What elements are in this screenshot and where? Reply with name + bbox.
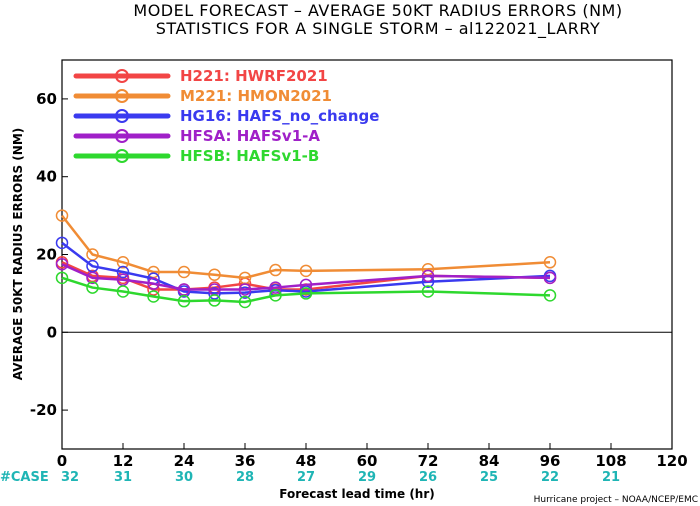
legend-label: H221: HWRF2021 bbox=[180, 67, 328, 85]
legend-marker bbox=[115, 89, 129, 103]
case-count: 25 bbox=[480, 470, 498, 485]
data-point bbox=[86, 281, 99, 294]
legend-item: H221: HWRF2021 bbox=[73, 67, 328, 85]
series-line bbox=[61, 241, 551, 295]
data-point bbox=[55, 271, 69, 285]
data-point bbox=[543, 271, 557, 285]
data-point bbox=[55, 209, 69, 222]
x-tick-label: 12 bbox=[113, 452, 134, 470]
y-tick-label: 20 bbox=[36, 246, 57, 264]
data-point bbox=[208, 268, 221, 281]
legend-item: HFSA: HAFSv1-A bbox=[73, 127, 320, 145]
data-point bbox=[543, 256, 557, 269]
x-tick-label: 36 bbox=[235, 452, 256, 470]
legend-label: M221: HMON2021 bbox=[180, 87, 332, 105]
x-axis-label: Forecast lead time (hr) bbox=[279, 487, 435, 501]
series-3 bbox=[55, 257, 557, 296]
y-axis-label: AVERAGE 50KT RADIUS ERRORS (NM) bbox=[11, 128, 25, 380]
legend: H221: HWRF2021 M221: HMON2021 HG16: HAFS_n… bbox=[73, 67, 379, 165]
x-tick-label: 120 bbox=[656, 452, 687, 470]
x-tick-label: 72 bbox=[418, 452, 439, 470]
data-point bbox=[543, 289, 557, 302]
series-1 bbox=[55, 209, 557, 285]
case-count: 30 bbox=[175, 470, 193, 485]
data-point bbox=[147, 290, 160, 303]
data-point bbox=[55, 236, 69, 250]
data-point bbox=[147, 277, 160, 290]
x-tick-label: 60 bbox=[357, 452, 378, 470]
y-tick-label: -20 bbox=[30, 401, 57, 419]
x-tick-label: 108 bbox=[595, 452, 626, 470]
case-count: 28 bbox=[236, 470, 254, 485]
data-point bbox=[86, 271, 99, 285]
data-point bbox=[116, 256, 130, 269]
credit: Hurricane project – NOAA/NCEP/EMC bbox=[534, 495, 698, 505]
series-line bbox=[61, 214, 551, 280]
data-point bbox=[299, 287, 313, 300]
data-point bbox=[177, 294, 191, 308]
case-count: 31 bbox=[114, 470, 132, 485]
legend-label: HFSA: HAFSv1-A bbox=[180, 127, 320, 145]
x-ticks: 0 12 24 36 48 60 72 84 96 108 120 bbox=[57, 443, 688, 470]
data-point bbox=[421, 269, 435, 283]
legend-label: HG16: HAFS_no_change bbox=[180, 107, 379, 125]
data-point bbox=[116, 265, 130, 279]
y-tick-label: 60 bbox=[36, 90, 57, 108]
y-ticks: -20 0 20 40 60 bbox=[30, 90, 68, 419]
data-point bbox=[208, 287, 221, 300]
legend-marker bbox=[115, 149, 129, 163]
case-counts: 32 31 30 28 27 29 26 25 22 21 bbox=[61, 470, 620, 485]
data-point bbox=[238, 295, 252, 309]
case-count: 29 bbox=[358, 470, 376, 485]
data-point bbox=[269, 289, 282, 302]
case-label: #CASE bbox=[0, 470, 49, 485]
legend-item: M221: HMON2021 bbox=[73, 87, 332, 105]
x-tick-label: 48 bbox=[296, 452, 317, 470]
data-point bbox=[238, 286, 252, 299]
y-tick-label: 40 bbox=[36, 168, 57, 186]
series-line bbox=[61, 263, 551, 291]
x-tick-label: 96 bbox=[540, 452, 561, 470]
data-point bbox=[269, 281, 282, 294]
legend-marker bbox=[115, 129, 129, 143]
chart-subtitle: STATISTICS FOR A SINGLE STORM – al122021… bbox=[156, 19, 600, 39]
legend-marker bbox=[115, 69, 129, 83]
legend-label: HFSB: HAFSv1-B bbox=[180, 147, 319, 165]
data-point bbox=[177, 265, 191, 279]
data-point bbox=[116, 285, 130, 298]
legend-item: HG16: HAFS_no_change bbox=[73, 107, 379, 125]
data-point bbox=[299, 264, 313, 278]
chart-title: MODEL FORECAST – AVERAGE 50KT RADIUS ERR… bbox=[133, 1, 622, 20]
series-4 bbox=[55, 271, 557, 309]
data-point bbox=[208, 294, 221, 307]
y-tick-label: 0 bbox=[47, 323, 57, 341]
legend-marker bbox=[115, 109, 129, 123]
series-line bbox=[61, 276, 551, 304]
legend-item: HFSB: HAFSv1-B bbox=[73, 147, 319, 165]
case-count: 27 bbox=[297, 470, 315, 485]
case-count: 26 bbox=[419, 470, 437, 485]
series-layer bbox=[55, 209, 557, 309]
case-count: 32 bbox=[61, 470, 79, 485]
x-tick-label: 24 bbox=[174, 452, 195, 470]
x-tick-label: 0 bbox=[57, 452, 67, 470]
x-tick-label: 84 bbox=[479, 452, 500, 470]
data-point bbox=[55, 257, 69, 271]
data-point bbox=[299, 278, 313, 292]
data-point bbox=[269, 263, 282, 277]
data-point bbox=[421, 285, 435, 298]
case-count: 22 bbox=[541, 470, 559, 485]
data-point bbox=[238, 283, 252, 296]
case-count: 21 bbox=[602, 470, 620, 485]
